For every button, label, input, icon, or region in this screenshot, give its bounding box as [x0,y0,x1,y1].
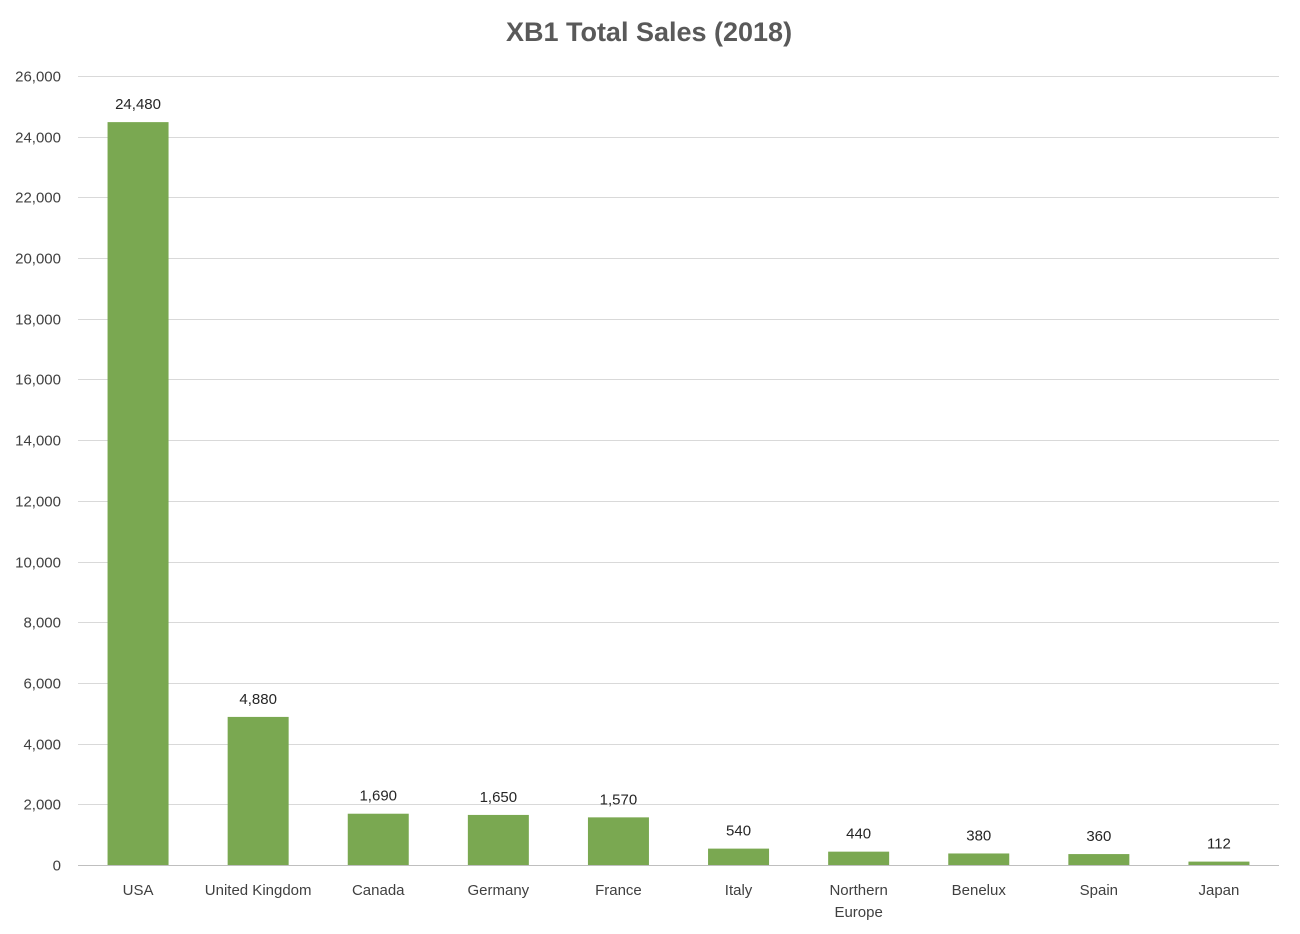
data-label: 380 [966,827,991,844]
y-axis-ticks: 0 2,000 4,000 6,000 8,000 10,000 12,000 14,000 1… [15,69,61,875]
y-tick-label: 2,000 [23,797,61,814]
data-label: 112 [1207,836,1231,853]
data-label: 4,880 [239,691,277,708]
y-tick-label: 6,000 [23,676,61,693]
x-axis-categories: USA United Kingdom Canada Germany France Ital… [123,882,1240,921]
x-tick-label: France [595,882,642,899]
data-labels: 24,480 4,880 1,690 1,650 1,570 540 440 380 360 11… [115,96,1231,852]
x-tick-label: United Kingdom [205,882,312,899]
bar [467,814,529,865]
bar [227,716,289,865]
y-tick-label: 8,000 [23,615,61,632]
x-tick-label: Spain [1080,882,1118,899]
data-label: 1,570 [600,791,638,808]
bar [347,813,409,865]
data-label: 440 [846,826,871,843]
bar [107,122,169,865]
y-tick-label: 14,000 [15,433,61,450]
x-tick-label: USA [123,882,154,899]
x-tick-label: Germany [468,882,530,899]
data-label: 540 [726,823,751,840]
y-tick-label: 12,000 [15,494,61,511]
x-tick-label: Benelux [952,882,1007,899]
y-tick-label: 24,000 [15,130,61,147]
bar [587,817,649,865]
y-tick-label: 18,000 [15,312,61,329]
data-label: 1,650 [480,789,518,806]
data-label: 360 [1086,828,1111,845]
bar [1068,854,1130,865]
y-tick-label: 20,000 [15,251,61,268]
y-tick-label: 0 [53,858,61,875]
x-tick-label: Northern Europe [829,882,887,921]
bar [1188,861,1250,865]
y-tick-label: 10,000 [15,555,61,572]
y-tick-label: 22,000 [15,190,61,207]
bar [828,851,890,865]
gridlines [78,76,1279,866]
x-tick-label: Japan [1199,882,1240,899]
bar [708,848,770,865]
y-tick-label: 4,000 [23,737,61,754]
data-label: 24,480 [115,96,161,113]
data-label: 1,690 [359,788,397,805]
x-tick-label: Canada [352,882,405,899]
y-tick-label: 16,000 [15,372,61,389]
bar [948,853,1010,865]
y-tick-label: 26,000 [15,69,61,86]
x-tick-label: Italy [725,882,753,899]
bars [107,122,1250,865]
chart-title: XB1 Total Sales (2018) [506,17,792,47]
